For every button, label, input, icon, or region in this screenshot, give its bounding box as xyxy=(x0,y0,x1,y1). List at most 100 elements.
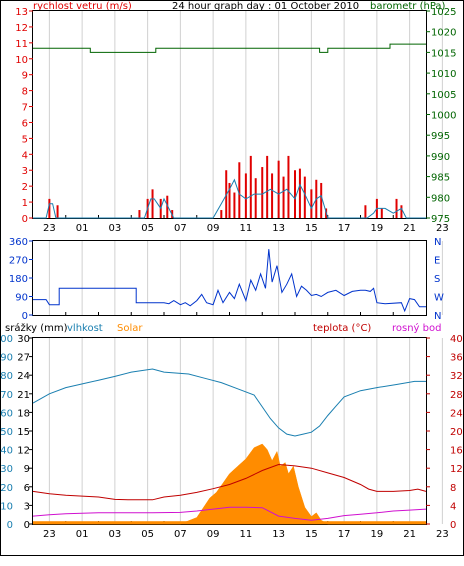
legend-dewpoint: rosný bod xyxy=(392,322,441,334)
time-tick-label: 21 xyxy=(403,223,416,234)
time-tick-label: 17 xyxy=(338,529,351,540)
rain-tick-label: 30 xyxy=(0,464,13,475)
rain-tick-label: 50 xyxy=(0,427,13,438)
time-tick-label: 13 xyxy=(272,529,285,540)
barometer-axis-title: barometr (hPa) xyxy=(370,1,446,12)
wind-tick-label: 1 xyxy=(22,198,28,209)
humidity-tick-label: 18 xyxy=(17,408,30,419)
legend-rain: srážky (mm) xyxy=(5,322,68,334)
time-tick-label: 23 xyxy=(43,223,56,234)
humidity-tick-label: 15 xyxy=(17,427,30,438)
baro-tick-label: 985 xyxy=(431,173,450,184)
baro-tick-label: 995 xyxy=(431,131,450,142)
humidity-tick-label: 3 xyxy=(24,501,30,512)
time-tick-label: 21 xyxy=(403,529,416,540)
compass-label: N xyxy=(434,311,441,322)
rain-tick-label: 60 xyxy=(0,408,13,419)
wind-tick-label: 8 xyxy=(22,87,28,98)
humidity-tick-label: 6 xyxy=(24,483,30,494)
time-tick-label: 09 xyxy=(207,529,220,540)
rain-tick-label: 70 xyxy=(0,390,13,401)
legend-humidity: vlhkost xyxy=(67,323,103,334)
wind-tick-label: 4 xyxy=(22,150,28,161)
wind-axis-title: rychlost vetru (m/s) xyxy=(33,1,132,12)
wind-tick-label: 0 xyxy=(22,214,28,225)
baro-tick-label: 990 xyxy=(431,152,450,163)
time-tick-label: 07 xyxy=(174,223,187,234)
dewpoint-line xyxy=(32,506,427,521)
wind-tick-label: 5 xyxy=(22,134,28,145)
wind-tick-label: 2 xyxy=(22,182,28,193)
time-tick-label: 07 xyxy=(174,529,187,540)
wind-tick-label: 13 xyxy=(15,7,28,18)
baro-tick-label: 1025 xyxy=(431,7,456,18)
humidity-tick-label: 21 xyxy=(17,390,30,401)
temperature-line xyxy=(32,463,427,501)
wind-tick-label: 10 xyxy=(15,55,28,66)
time-tick-label: 05 xyxy=(141,529,154,540)
time-tick-label: 03 xyxy=(109,529,122,540)
wind-speed-line xyxy=(33,178,426,219)
temp-tick-label: 8 xyxy=(450,483,456,494)
humidity-line xyxy=(32,368,426,437)
time-tick-label: 11 xyxy=(240,529,253,540)
temp-tick-label: 20 xyxy=(450,427,463,438)
direction-tick-label: 180 xyxy=(9,274,28,285)
time-tick-label: 23 xyxy=(436,223,449,234)
wind-tick-label: 9 xyxy=(22,71,28,82)
direction-tick-label: 90 xyxy=(15,293,28,304)
humidity-tick-label: 0 xyxy=(24,520,30,531)
time-tick-label: 17 xyxy=(338,223,351,234)
humidity-tick-label: 30 xyxy=(17,334,30,345)
time-tick-label: 15 xyxy=(305,223,318,234)
wind-tick-label: 3 xyxy=(22,166,28,177)
compass-label: E xyxy=(434,256,440,267)
wind-tick-label: 6 xyxy=(22,118,28,129)
rain-tick-label: 40 xyxy=(0,446,13,457)
baro-tick-label: 1005 xyxy=(431,90,456,101)
humidity-tick-label: 27 xyxy=(17,353,30,364)
barometer-line xyxy=(33,43,426,53)
rain-tick-label: 10 xyxy=(0,501,13,512)
temp-tick-label: 12 xyxy=(450,464,463,475)
humidity-tick-label: 12 xyxy=(17,446,30,457)
temp-tick-label: 32 xyxy=(450,371,463,382)
compass-label: S xyxy=(434,274,440,285)
temp-tick-label: 36 xyxy=(450,353,463,364)
temp-tick-label: 40 xyxy=(450,334,463,345)
rain-tick-label: 20 xyxy=(0,483,13,494)
time-tick-label: 05 xyxy=(141,223,154,234)
baro-tick-label: 1015 xyxy=(431,48,456,59)
baro-tick-label: 1000 xyxy=(431,111,456,122)
temp-tick-label: 24 xyxy=(450,408,463,419)
time-tick-label: 15 xyxy=(305,529,318,540)
time-tick-label: 09 xyxy=(207,223,220,234)
compass-label: W xyxy=(434,293,444,304)
rain-tick-label: 80 xyxy=(0,371,13,382)
temp-tick-label: 0 xyxy=(450,520,456,531)
humidity-tick-label: 9 xyxy=(24,464,30,475)
time-tick-label: 23 xyxy=(43,529,56,540)
grid-layer xyxy=(29,10,443,525)
baro-tick-label: 1020 xyxy=(431,28,456,39)
chart-title: 24 hour graph day : 01 October 2010 xyxy=(172,1,359,12)
temp-tick-label: 4 xyxy=(450,501,456,512)
rain-tick-label: 90 xyxy=(0,353,13,364)
direction-tick-label: 0 xyxy=(22,311,28,322)
temp-tick-label: 28 xyxy=(450,390,463,401)
time-tick-label: 23 xyxy=(436,529,449,540)
wind-tick-label: 7 xyxy=(22,103,28,114)
wind-direction-line xyxy=(33,249,426,313)
time-tick-label: 19 xyxy=(371,223,384,234)
rain-tick-label: 100 xyxy=(0,334,13,345)
time-tick-label: 01 xyxy=(76,529,89,540)
direction-tick-label: 270 xyxy=(9,256,28,267)
time-tick-label: 13 xyxy=(272,223,285,234)
legend-temperature: teplota (°C) xyxy=(313,323,371,334)
humidity-tick-label: 24 xyxy=(17,371,30,382)
time-tick-label: 19 xyxy=(371,529,384,540)
baro-tick-label: 980 xyxy=(431,193,450,204)
time-tick-label: 01 xyxy=(76,223,89,234)
